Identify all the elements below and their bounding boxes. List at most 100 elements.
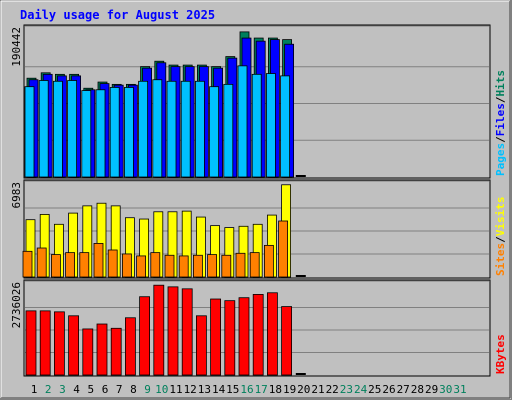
bar-hits-pages-14	[209, 86, 220, 178]
x-tick-label-25: 25	[368, 383, 381, 396]
bar-visits-sites-15	[221, 254, 232, 278]
legend-part-hits-3: /	[494, 96, 507, 103]
panel-visits: 6983 Sites/Visits	[10, 179, 507, 279]
y-legend-hits: Pages/Files/Hits	[494, 70, 507, 176]
bar-hits-pages-18	[265, 73, 276, 178]
panel-kbytes: 2736026 KBytes	[10, 279, 507, 377]
x-tick-label-13: 13	[198, 383, 211, 396]
bar-hits-pages-4	[67, 80, 77, 178]
x-tick-label-19: 19	[283, 383, 296, 396]
bar-hits-pages-2	[38, 80, 49, 178]
x-tick-label-22: 22	[326, 383, 339, 396]
y-legend-visits: Sites/Visits	[494, 197, 507, 277]
bar-hits-pages-7	[109, 87, 120, 178]
x-tick-label-27: 27	[397, 383, 410, 396]
legend-part-visits-0: Sites	[494, 243, 507, 276]
y-max-label-hits: 190442	[10, 27, 23, 67]
bar-hits-pages-17	[251, 73, 262, 178]
x-axis-labels: 1 2 3 4 5 6 7 8 9 10 11 12 13 14 15 16 17 18 19 20 21 22 23 24 2…	[31, 383, 467, 396]
x-tick-label-14: 14	[212, 383, 226, 396]
bar-hits-pages-16	[237, 65, 248, 178]
bar-visits-sites-5	[79, 252, 90, 278]
bar-hits-pages-5	[81, 90, 92, 178]
x-tick-label-10: 10	[155, 383, 168, 396]
bar-hits-pages-8	[124, 87, 134, 178]
legend-part-hits-2: Files	[494, 103, 507, 136]
bar-kbytes-kbytes-5	[82, 328, 94, 376]
legend-part-visits-1: /	[494, 236, 507, 243]
bar-visits-sites-8	[122, 253, 132, 278]
bar-hits-pages-9	[138, 80, 149, 178]
bar-kbytes-kbytes-13	[195, 315, 207, 376]
bar-hits-pages-15	[223, 83, 234, 178]
x-tick-label-5: 5	[87, 383, 94, 396]
bar-kbytes-kbytes-11	[167, 286, 179, 376]
legend-part-hits-0: Pages	[494, 143, 507, 176]
bar-kbytes-kbytes-2	[39, 310, 51, 376]
bar-kbytes-kbytes-3	[54, 311, 65, 376]
x-tick-label-16: 16	[240, 383, 253, 396]
x-tick-label-6: 6	[102, 383, 109, 396]
bar-hits-pages-1	[24, 86, 35, 178]
x-tick-label-15: 15	[226, 383, 239, 396]
bar-visits-sites-7	[107, 249, 118, 278]
bar-kbytes-kbytes-15	[224, 300, 236, 376]
chart-panels: 190442Pages/Files/Hits6983Sites/Visits27…	[10, 24, 507, 377]
bar-visits-sites-9	[136, 255, 147, 278]
bar-visits-sites-17	[249, 252, 260, 278]
bar-hits-pages-3	[53, 80, 63, 178]
bar-kbytes-kbytes-12	[181, 288, 193, 376]
bar-kbytes-kbytes-7	[110, 327, 122, 376]
bar-visits-sites-14	[207, 254, 218, 278]
bar-visits-sites-10	[150, 252, 161, 278]
x-tick-label-31: 31	[453, 383, 466, 396]
bar-visits-sites-2	[36, 247, 47, 278]
bar-visits-sites-12	[178, 255, 189, 278]
legend-part-hits-1: /	[494, 136, 507, 143]
x-tick-label-8: 8	[130, 383, 137, 396]
x-tick-label-21: 21	[311, 383, 324, 396]
bar-visits-sites-4	[65, 252, 75, 278]
legend-part-visits-2: Visits	[494, 197, 507, 237]
legend-part-hits-4: Hits	[494, 70, 507, 97]
bar-kbytes-kbytes-8	[125, 317, 136, 376]
y-legend-kbytes: KBytes	[494, 334, 507, 374]
x-tick-label-3: 3	[59, 383, 66, 396]
bar-visits-sites-13	[192, 254, 203, 278]
bar-kbytes-kbytes-10	[153, 284, 165, 376]
x-tick-label-9: 9	[144, 383, 151, 396]
bar-kbytes-kbytes-1	[25, 310, 37, 376]
legend-part-kbytes-0: KBytes	[494, 334, 507, 374]
bar-visits-sites-11	[164, 254, 175, 278]
bar-hits-pages-10	[152, 79, 163, 178]
bar-kbytes-kbytes-14	[210, 298, 222, 376]
x-tick-label-30: 30	[439, 383, 452, 396]
x-tick-label-11: 11	[169, 383, 182, 396]
bar-kbytes-kbytes-19	[281, 306, 293, 376]
bar-visits-sites-1	[22, 250, 33, 278]
bar-kbytes-kbytes-16	[238, 297, 250, 376]
bar-kbytes-kbytes-9	[139, 296, 151, 376]
bar-visits-sites-19	[278, 220, 289, 278]
bar-visits-sites-6	[93, 243, 104, 278]
bar-hits-pages-11	[166, 80, 177, 178]
bar-kbytes-kbytes-4	[68, 315, 79, 376]
x-tick-label-26: 26	[382, 383, 395, 396]
x-tick-label-17: 17	[255, 383, 268, 396]
bar-hits-pages-12	[180, 80, 191, 178]
x-tick-label-20: 20	[297, 383, 310, 396]
x-tick-label-18: 18	[269, 383, 282, 396]
x-tick-label-23: 23	[340, 383, 353, 396]
bar-hits-pages-19	[280, 75, 291, 178]
bar-visits-sites-18	[263, 244, 274, 278]
y-max-label-kbytes: 2736026	[10, 282, 23, 328]
x-tick-label-24: 24	[354, 383, 368, 396]
x-tick-label-28: 28	[411, 383, 424, 396]
x-tick-label-12: 12	[184, 383, 197, 396]
chart-title: Daily usage for August 2025	[20, 8, 215, 22]
bar-kbytes-kbytes-6	[96, 323, 108, 376]
bar-hits-pages-6	[95, 89, 106, 178]
